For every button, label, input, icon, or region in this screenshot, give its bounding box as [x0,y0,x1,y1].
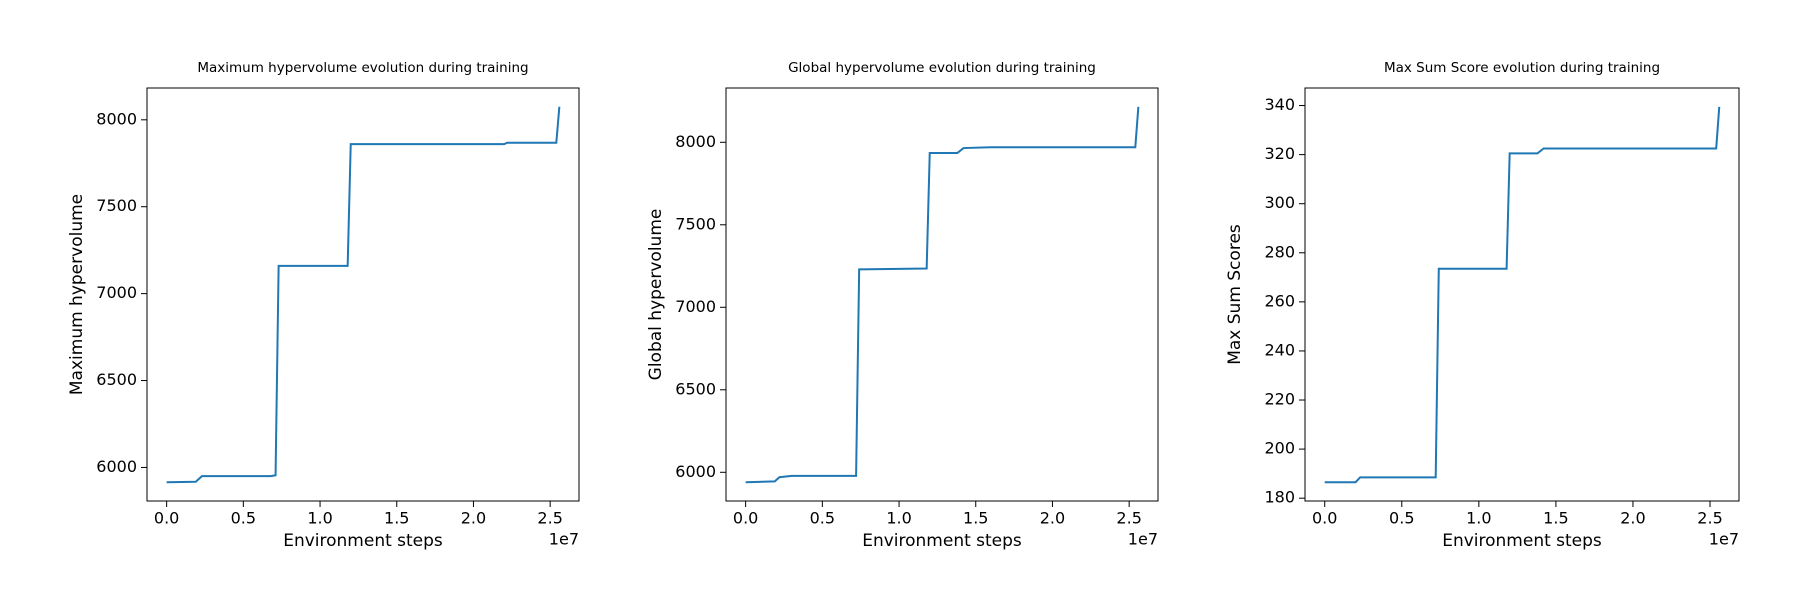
x-offset-label: 1e7 [1128,530,1158,549]
x-tick-label: 0.5 [231,509,256,528]
x-tick-label: 1.5 [1543,509,1568,528]
chart-title: Max Sum Score evolution during training [1384,60,1660,76]
y-tick-label: 240 [1264,340,1295,359]
x-tick-label: 2.0 [1620,509,1645,528]
chart-title: Maximum hypervolume evolution during tra… [197,60,528,76]
x-axis-label: Environment steps [1442,531,1602,551]
x-tick-label: 2.5 [1697,509,1722,528]
y-tick-label: 6500 [675,379,716,398]
y-tick-label: 7500 [96,196,137,215]
x-tick-label: 1.5 [963,509,988,528]
series-line [1324,106,1721,484]
x-tick-label: 0.5 [810,509,835,528]
y-tick-label: 320 [1264,144,1295,163]
y-tick-label: 340 [1264,95,1295,114]
y-tick-label: 8000 [96,109,137,128]
y-tick-label: 260 [1264,291,1295,310]
y-tick-label: 180 [1264,488,1295,507]
y-tick-label: 300 [1264,193,1295,212]
y-tick-label: 6000 [675,462,716,481]
plot-frame [1304,87,1740,502]
y-tick-label: 200 [1264,439,1295,458]
x-tick-label: 0.0 [1312,509,1337,528]
y-tick-label: 6500 [96,370,137,389]
x-tick-label: 0.5 [1389,509,1414,528]
y-tick-label: 8000 [675,132,716,151]
y-axis-label: Global hypervolume [646,209,666,381]
x-tick-label: 1.5 [384,509,409,528]
x-axis-label: Environment steps [283,531,443,551]
x-tick-label: 1.0 [307,509,332,528]
plot-frame [146,87,580,502]
y-tick-label: 7000 [675,297,716,316]
y-tick-label: 220 [1264,390,1295,409]
x-tick-label: 2.0 [461,509,486,528]
y-tick-label: 280 [1264,242,1295,261]
series-line [745,106,1140,484]
x-axis-label: Environment steps [862,531,1022,551]
series-line [166,106,561,484]
plot-frame [725,87,1159,502]
x-tick-label: 2.5 [537,509,562,528]
y-tick-label: 7500 [675,214,716,233]
y-axis-label: Max Sum Scores [1225,224,1245,365]
x-tick-label: 2.0 [1040,509,1065,528]
y-axis-label: Maximum hypervolume [67,194,87,395]
x-tick-label: 2.5 [1116,509,1141,528]
y-tick-label: 7000 [96,283,137,302]
chart-title: Global hypervolume evolution during trai… [788,60,1096,76]
x-tick-label: 0.0 [154,509,179,528]
y-tick-label: 6000 [96,457,137,476]
x-tick-label: 1.0 [1466,509,1491,528]
x-tick-label: 0.0 [733,509,758,528]
x-offset-label: 1e7 [1709,530,1739,549]
x-tick-label: 1.0 [886,509,911,528]
x-offset-label: 1e7 [549,530,579,549]
